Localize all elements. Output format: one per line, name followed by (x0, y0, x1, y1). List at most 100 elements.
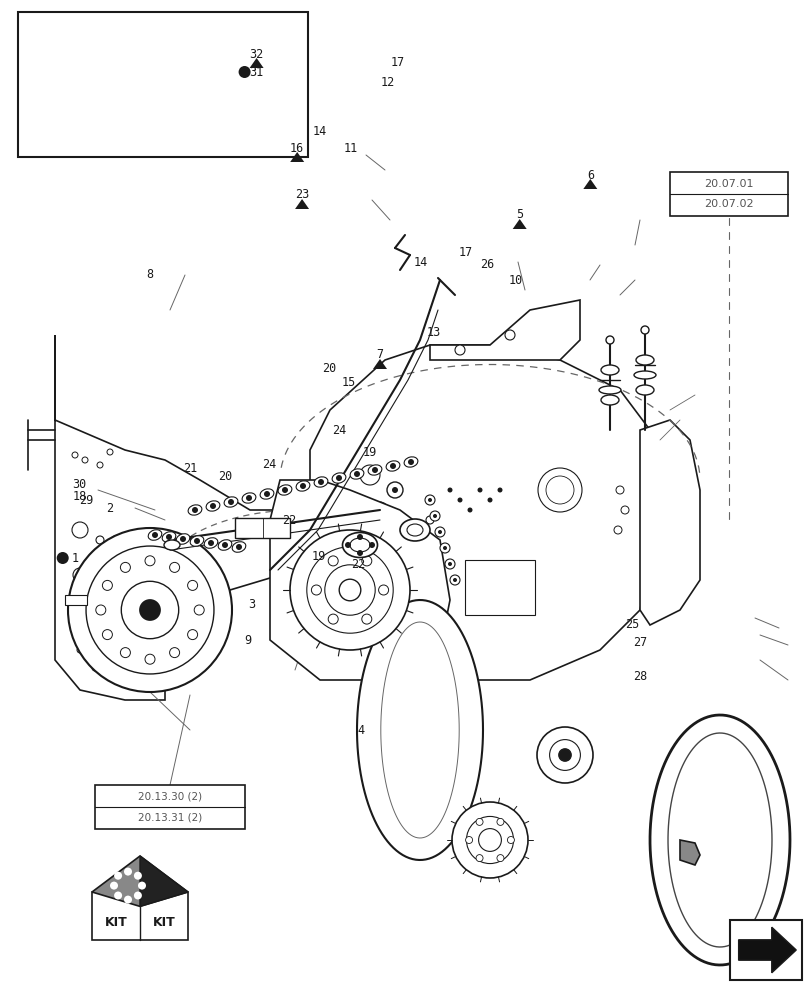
Circle shape (558, 749, 570, 761)
Circle shape (605, 336, 613, 344)
Text: 17: 17 (458, 246, 473, 259)
Circle shape (57, 552, 69, 564)
Ellipse shape (350, 469, 363, 479)
Text: 16: 16 (290, 142, 304, 155)
Circle shape (415, 526, 423, 534)
Polygon shape (582, 179, 597, 189)
Polygon shape (310, 345, 649, 680)
Circle shape (507, 836, 513, 843)
Ellipse shape (176, 534, 190, 544)
Circle shape (613, 526, 621, 534)
Text: 12: 12 (380, 76, 395, 89)
Circle shape (152, 532, 158, 538)
Circle shape (281, 487, 288, 493)
Text: 14: 14 (312, 125, 327, 138)
Ellipse shape (400, 519, 430, 541)
Ellipse shape (190, 536, 204, 546)
Ellipse shape (350, 538, 370, 552)
Circle shape (426, 516, 433, 524)
Text: 8: 8 (147, 268, 153, 282)
Polygon shape (249, 58, 264, 68)
Circle shape (616, 486, 623, 494)
Circle shape (68, 528, 232, 692)
Text: 2: 2 (106, 502, 113, 514)
Polygon shape (270, 480, 449, 680)
Ellipse shape (206, 501, 220, 511)
Circle shape (430, 511, 440, 521)
Polygon shape (30, 20, 294, 155)
Polygon shape (679, 840, 699, 865)
Circle shape (160, 50, 169, 60)
Text: 17: 17 (390, 56, 405, 69)
Text: 13: 13 (426, 326, 440, 338)
Ellipse shape (314, 477, 328, 487)
Bar (669, 172, 787, 216)
Circle shape (496, 818, 504, 825)
Ellipse shape (404, 457, 418, 467)
Circle shape (453, 578, 457, 582)
Circle shape (126, 536, 134, 544)
Circle shape (124, 868, 132, 876)
Polygon shape (294, 199, 309, 209)
Circle shape (457, 497, 462, 502)
Circle shape (72, 522, 88, 538)
Circle shape (324, 565, 375, 615)
Circle shape (86, 546, 213, 674)
Circle shape (140, 600, 160, 620)
Circle shape (371, 502, 388, 518)
Circle shape (194, 538, 200, 544)
Circle shape (357, 550, 363, 556)
Circle shape (328, 614, 338, 624)
Text: 19: 19 (362, 446, 376, 458)
Ellipse shape (162, 532, 175, 542)
Circle shape (452, 802, 527, 878)
Circle shape (250, 43, 273, 67)
Polygon shape (650, 715, 789, 965)
Circle shape (203, 43, 227, 67)
Circle shape (368, 542, 375, 548)
Text: 23: 23 (294, 188, 309, 202)
Circle shape (387, 482, 402, 498)
Circle shape (392, 487, 397, 493)
Ellipse shape (635, 355, 653, 365)
Text: 26: 26 (479, 258, 494, 271)
Circle shape (72, 452, 78, 458)
Bar (729, 920, 801, 980)
Text: 20: 20 (218, 470, 233, 483)
Bar (234, 518, 290, 538)
Text: 19: 19 (311, 550, 325, 562)
Ellipse shape (218, 540, 231, 550)
Text: 28: 28 (632, 670, 646, 684)
Circle shape (208, 540, 214, 546)
Ellipse shape (342, 532, 377, 558)
Text: 1: 1 (71, 552, 78, 564)
Circle shape (424, 495, 435, 505)
Circle shape (210, 503, 216, 509)
Ellipse shape (367, 465, 381, 475)
Text: 20: 20 (322, 361, 337, 374)
Circle shape (388, 529, 401, 541)
Circle shape (536, 727, 592, 783)
Bar (465, 560, 534, 615)
Circle shape (210, 50, 220, 60)
Circle shape (345, 542, 350, 548)
Ellipse shape (386, 461, 399, 471)
Circle shape (138, 882, 146, 890)
Circle shape (497, 488, 502, 492)
Circle shape (102, 630, 112, 640)
Text: 24: 24 (332, 424, 346, 436)
Ellipse shape (139, 554, 151, 576)
Text: 29: 29 (79, 493, 93, 506)
Circle shape (121, 581, 178, 639)
Circle shape (478, 829, 500, 851)
Text: 31: 31 (249, 66, 264, 79)
Ellipse shape (260, 489, 273, 499)
Ellipse shape (600, 365, 618, 375)
Ellipse shape (600, 395, 618, 405)
Circle shape (311, 585, 321, 595)
Circle shape (299, 483, 306, 489)
Text: 9: 9 (244, 634, 251, 647)
Circle shape (466, 816, 513, 864)
Polygon shape (639, 420, 699, 625)
Circle shape (82, 457, 88, 463)
